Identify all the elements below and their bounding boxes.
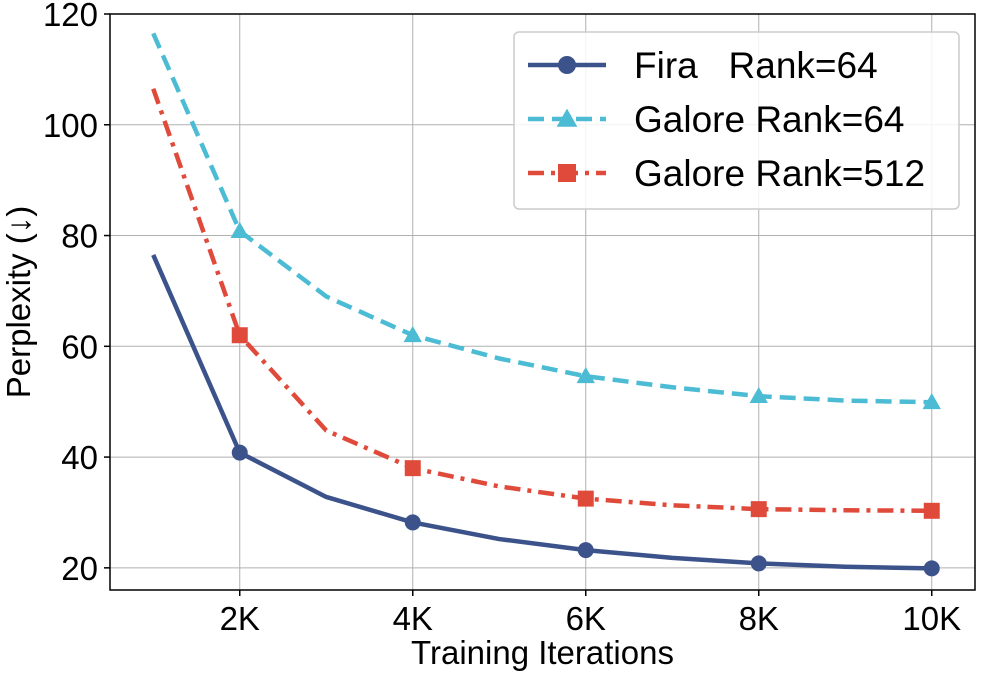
series-2-point [576,367,595,384]
legend-marker [556,108,578,127]
axes: 2K 4K 6K 8K 10K 20 40 60 80 100 120 [43,0,976,637]
y-axis-label: Perplexity (↓) [0,206,37,399]
legend-box [513,31,960,210]
series-layer [151,32,941,577]
legend-item: Fira Rank=64 [528,45,878,86]
legend-marker [558,56,576,74]
series-3-point [231,327,248,344]
y-tick-label: 80 [61,218,98,255]
legend-marker [558,164,576,182]
series-3-line [151,88,932,514]
x-axis-label: Training Iterations [411,634,674,671]
legend-label: Fira Rank=64 [634,45,878,86]
y-tick-label: 120 [43,0,98,33]
series-1-point [404,514,421,531]
series-3 [151,88,940,519]
plot-frame [109,13,976,591]
series-1-point [750,555,767,572]
series-1 [151,254,940,577]
series-1-point [577,542,594,559]
series-2-point [230,221,249,239]
series-2-point [403,326,422,343]
series-1-point [231,444,248,461]
y-tick-label: 60 [61,328,98,365]
series-2-point [922,393,941,410]
legend-item: Galore Rank=64 [528,99,904,140]
legend: Fira Rank=64 Galore Rank=64 Galore Rank=51… [513,31,960,210]
series-3-point [404,460,421,477]
x-tick-label: 2K [220,600,260,637]
series-1-line [151,254,932,571]
series-1-point [923,560,940,577]
legend-label: Galore Rank=512 [634,153,925,194]
series-2 [151,32,941,410]
y-tick-label: 40 [61,439,98,476]
x-tick-label: 4K [393,600,433,637]
legend-item: Galore Rank=512 [528,153,925,194]
x-tick-label: 10K [902,600,961,637]
series-3-point [577,490,594,507]
series-3-point [923,502,940,519]
series-3-point [750,501,767,518]
series-2-point [749,386,768,404]
series-2-line [151,32,932,405]
y-tick-label: 100 [43,107,98,144]
y-tick-label: 20 [61,550,98,587]
x-tick-label: 6K [566,600,606,637]
legend-label: Galore Rank=64 [634,99,904,140]
x-tick-label: 8K [739,600,779,637]
